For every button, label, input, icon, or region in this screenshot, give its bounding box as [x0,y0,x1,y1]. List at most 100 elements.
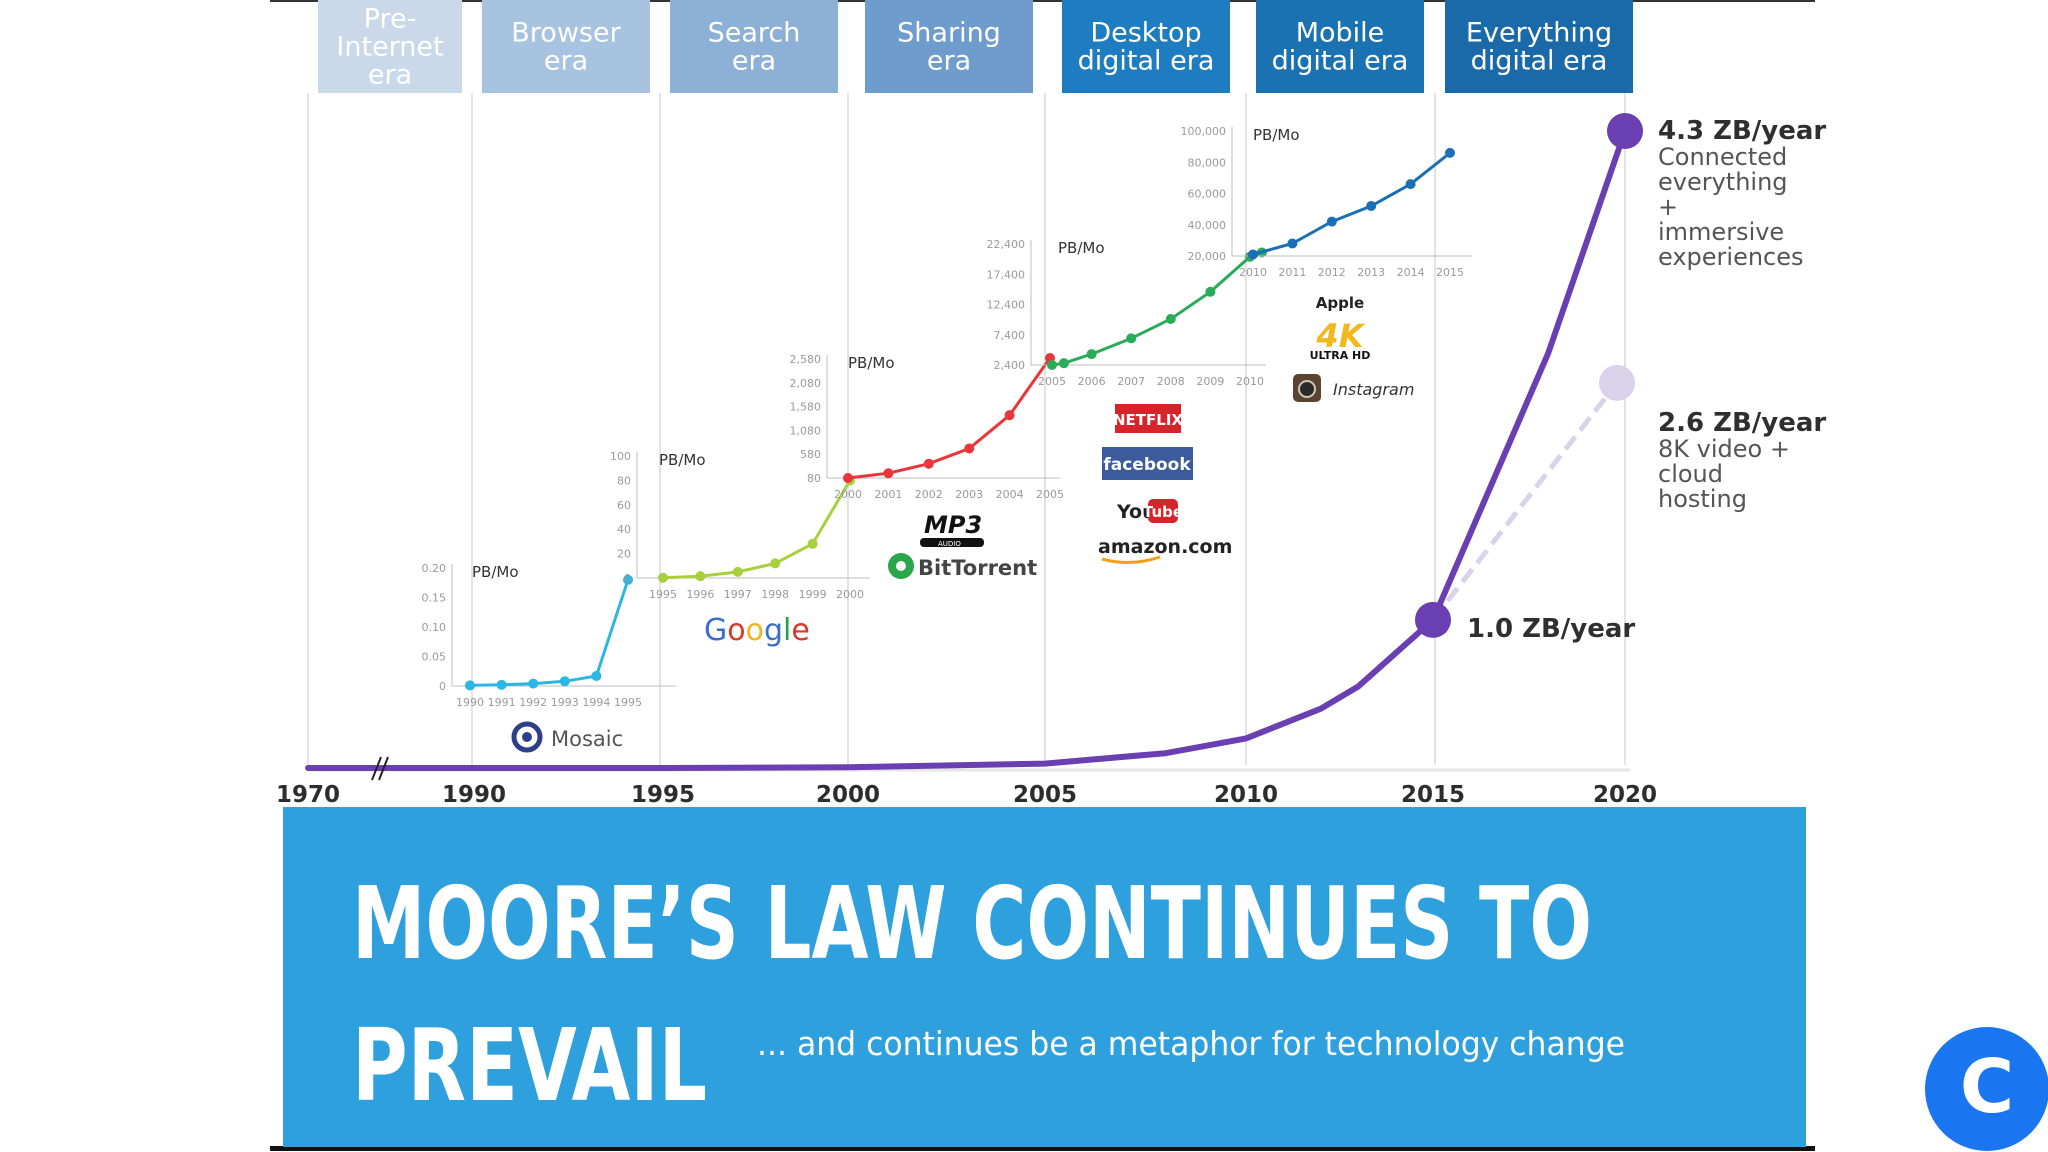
era-label-line: digital era [1272,46,1409,77]
era-label-line: Search [708,18,801,49]
inset-y-tick-label: 22,400 [987,238,1026,251]
top-frame-line [270,0,1815,2]
era-label-line: era [368,60,412,91]
inset-data-point [770,558,781,569]
inset-2005-2010: 2,400 7,400 12,400 17,400 22,400 2005 2006 2007… [987,238,1267,388]
era-box [1062,0,1230,93]
annotation-detail: immersive [1658,218,1784,246]
x-axis-years: 1970 1990 1995 2000 2005 2010 2015 2020 [276,782,1657,808]
inset-y-tick-label: 60 [617,499,631,512]
era-label: Everything digital era [1466,18,1612,77]
inset-y-tick-label: 1,580 [790,401,822,414]
mosaic-icon [511,721,543,753]
inset-y-tick-label: 0.10 [422,621,447,634]
inset-x-tick-label: 1995 [649,588,677,601]
inset-y-tick-label: 2,400 [994,359,1026,372]
inset-data-point [1287,238,1298,249]
era-label: Search era [708,18,801,77]
era-label: Sharing era [897,18,1001,77]
google-letter: o [746,613,764,648]
inset-y-tick-label: 20,000 [1188,250,1227,263]
inset-data-point [1165,314,1176,325]
era-label-line: Pre- [364,4,417,35]
main-trend-chart [305,113,1643,781]
inset-x-tick-label: 2015 [1436,266,1464,279]
youtube-you: You [1116,501,1156,523]
inset-series-line [1051,251,1263,367]
inset-unit-label: PB/Mo [472,563,519,581]
inset-series-line [1252,151,1451,256]
mosaic-label: Mosaic [551,727,623,751]
google-letter: g [764,613,783,648]
inset-y-tick-label: 60,000 [1188,188,1227,201]
era-label-line: Desktop [1090,18,1201,49]
google-letter: e [791,613,809,648]
inset-2010-2015: 20,000 40,000 60,000 80,000 100,000 2010 2011 2… [1181,125,1472,279]
inset-x-tick-label: 2004 [996,488,1024,501]
netflix-label: NETFLIX [1113,411,1183,429]
era-label-line: era [544,46,588,77]
inset-y-tick-label: 0.20 [422,562,447,575]
inset-x-tick-label: 2012 [1318,266,1346,279]
era-label-line: era [732,46,776,77]
inset-data-point [1004,410,1015,421]
inset-y-tick-label: 80,000 [1188,156,1227,169]
inset-x-tick-label: 2011 [1278,266,1306,279]
projection-end-point [1599,364,1635,401]
inset-charts: 0 0.05 0.10 0.15 0.20 1990 1991 1992 1993 1994 199… [422,125,1472,709]
inset-unit-label: PB/Mo [659,451,706,469]
inset-data-point [1126,333,1137,344]
inset-y-tick-label: 580 [800,448,821,461]
era-label-line: Mobile [1296,18,1385,49]
era-box [1256,0,1424,93]
instagram-label: Instagram [1333,380,1414,399]
annotation-detail: Connected [1658,143,1787,171]
inset-y-tick-label: 2,080 [790,377,822,390]
amazon-label: amazon.com [1098,536,1232,558]
inset-data-point [1086,349,1097,360]
era-label-line: Browser [511,18,621,49]
bittorrent-label: BitTorrent [918,556,1037,580]
google-letter: G [704,613,727,648]
inset-x-tick-label: 1997 [724,588,752,601]
annotation-detail: + [1658,193,1678,221]
inset-x-tick-label: 1993 [551,696,579,709]
inset-x-tick-label: 1991 [488,696,516,709]
x-axis-year-label: 2010 [1214,782,1278,808]
inset-y-tick-label: 0.05 [422,651,447,664]
inset-data-point [1058,358,1069,369]
inset-y-tick-label: 80 [617,474,631,487]
inset-y-tick-label: 1,080 [790,424,822,437]
inset-x-tick-label: 2013 [1357,266,1385,279]
inset-data-point [732,566,743,577]
era-label-line: era [927,46,971,77]
inset-data-point [883,468,894,479]
axis-break-mark [378,756,389,781]
x-axis-year-label: 1970 [276,782,340,808]
inset-data-point [496,679,507,690]
headline-banner [283,807,1806,1147]
inset-y-tick-label: 17,400 [987,268,1026,281]
era-label: Desktop digital era [1078,18,1215,77]
inset-x-tick-label: 2007 [1117,375,1145,388]
x-axis-year-label: 2000 [816,782,880,808]
mp3-logo: MP3 AUDIO [920,511,984,548]
inset-y-tick-label: 20 [617,548,631,561]
inset-x-tick-label: 2003 [955,488,983,501]
main-trend-line [305,128,1628,771]
inset-x-tick-label: 2014 [1397,266,1425,279]
inset-x-tick-label: 1992 [519,696,547,709]
inset-2000-2005: 80 580 1,080 1,580 2,080 2,580 2000 2001 2002 200… [790,353,1065,501]
annotation-detail: cloud [1658,460,1723,488]
projection-line [1431,381,1619,622]
inset-x-tick-label: 2002 [915,488,943,501]
inset-x-tick-label: 1995 [614,696,642,709]
inset-data-point [1445,147,1455,158]
bottom-frame-line [270,1146,1815,1151]
instagram-logo: Instagram [1293,374,1414,402]
annotation-detail: 8K video + [1658,435,1790,463]
inset-data-point [465,680,475,691]
inset-x-tick-label: 2006 [1078,375,1106,388]
